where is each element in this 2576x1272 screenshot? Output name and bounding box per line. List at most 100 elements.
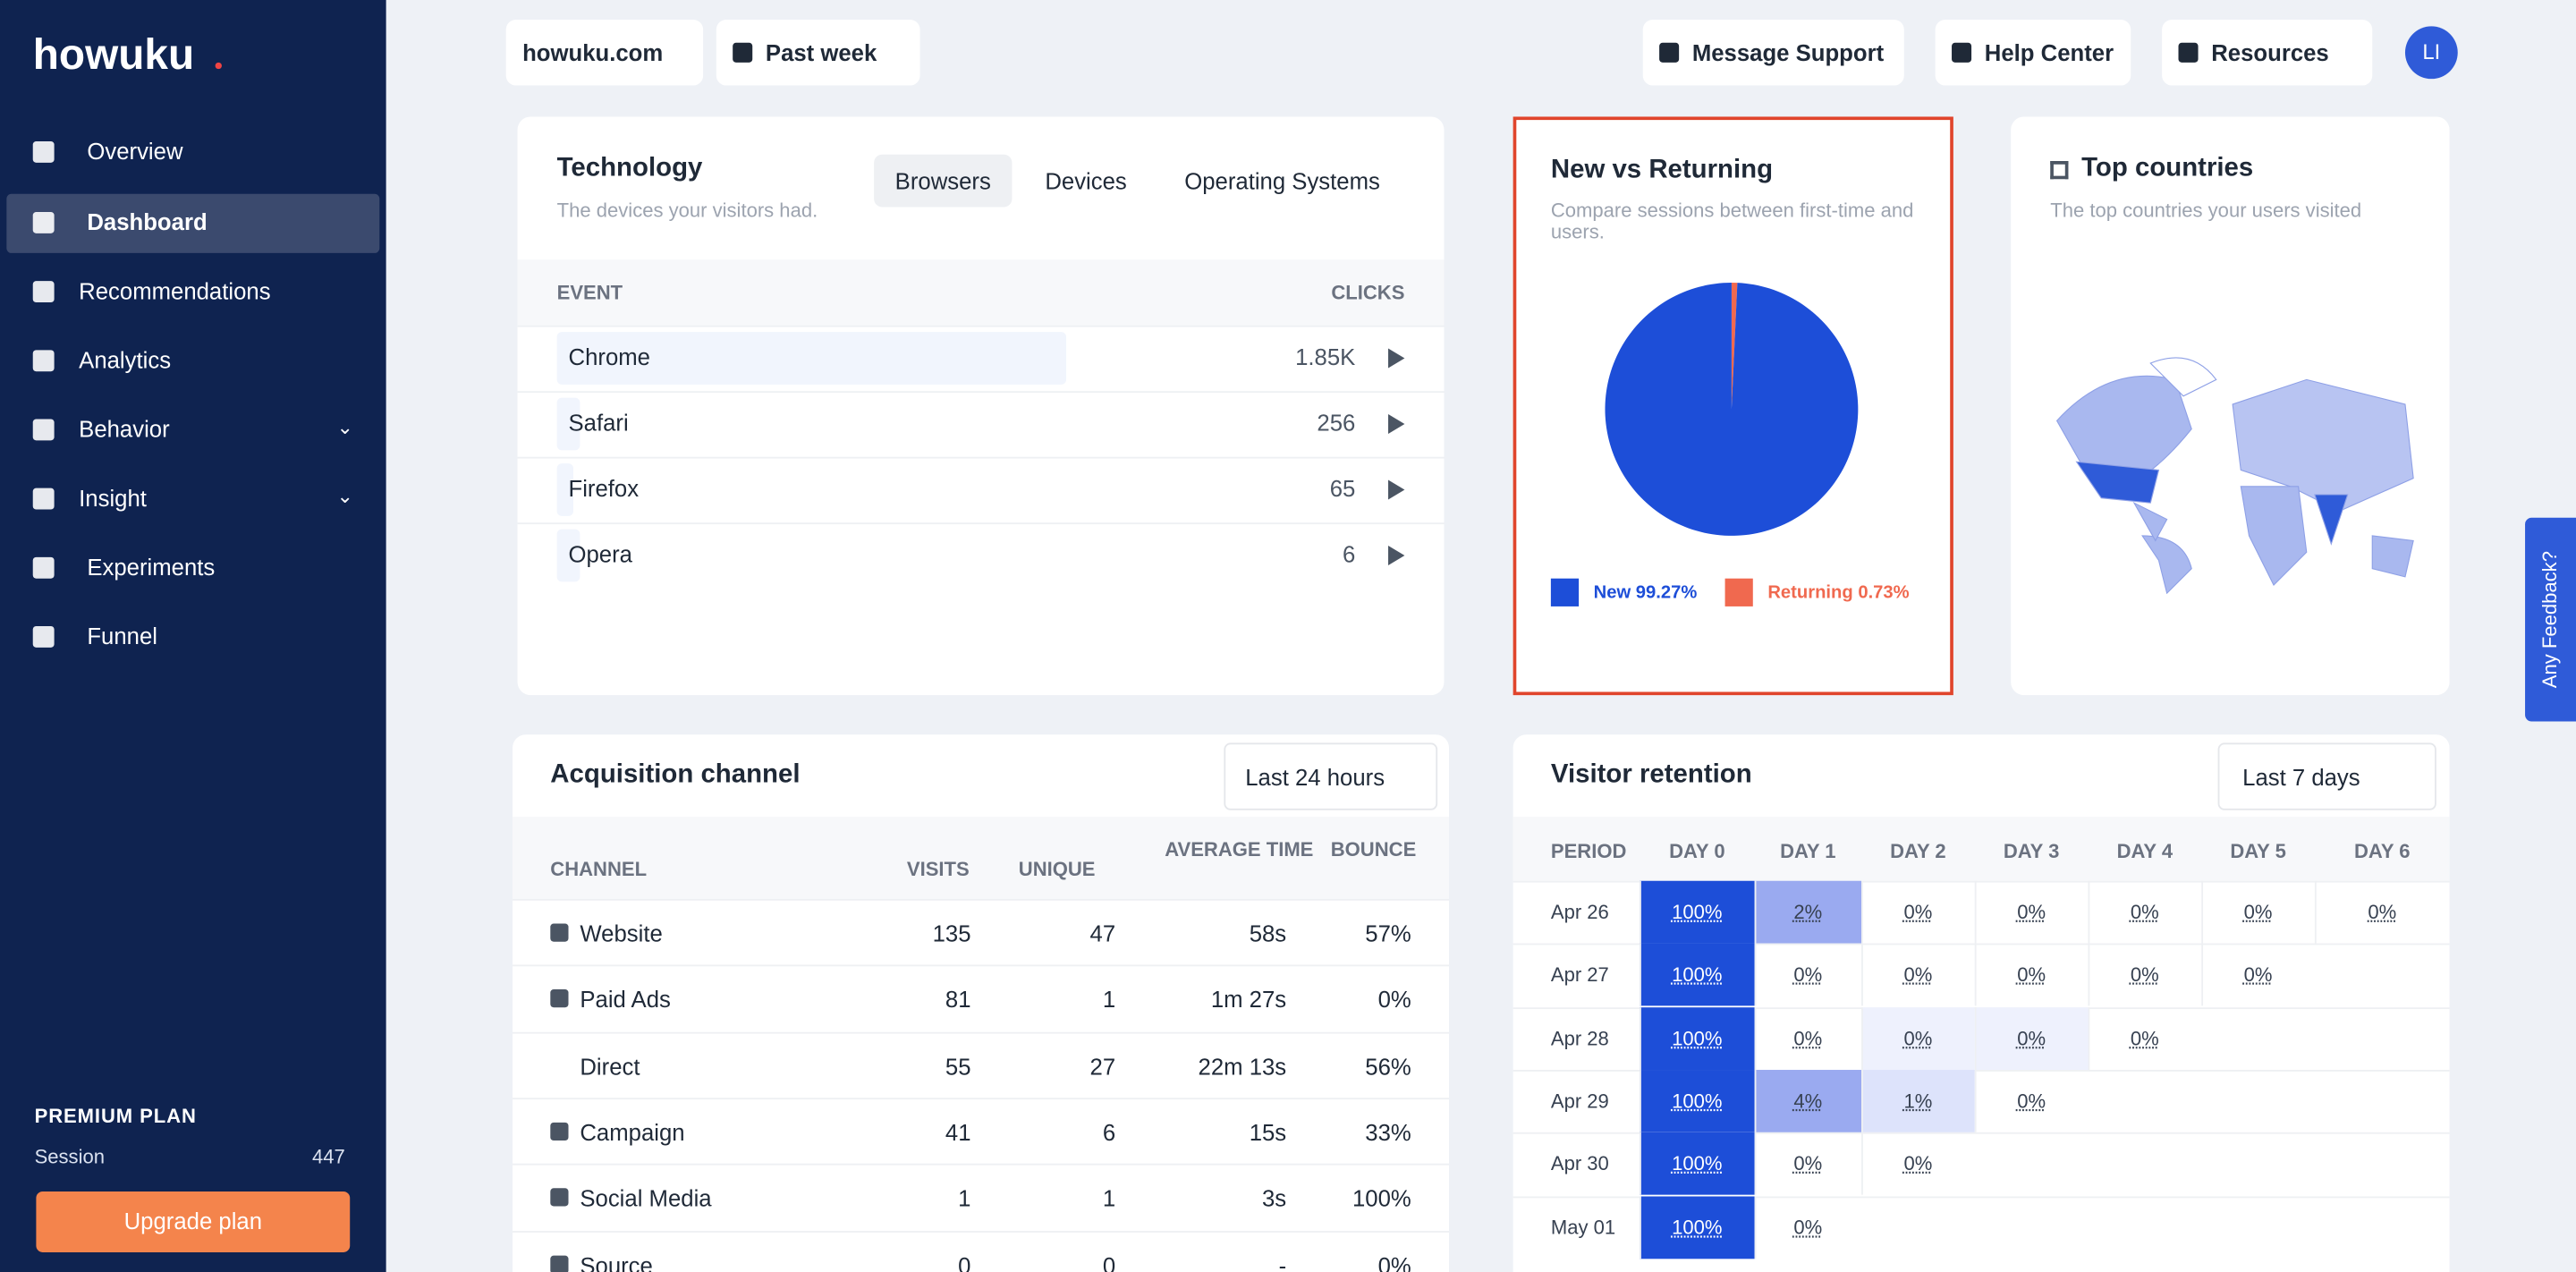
topbar-button[interactable]: Resources (2162, 20, 2373, 86)
play-icon[interactable] (1388, 479, 1405, 500)
pie-slice (1605, 283, 1859, 536)
chevron: ⌄ (336, 415, 354, 439)
th[interactable]: CHANNEL (550, 858, 648, 881)
expand-icon[interactable] (550, 1254, 569, 1272)
card-title: Visitor retention (1550, 760, 1752, 789)
th[interactable]: BOUNCE (1330, 837, 1417, 861)
nav-icon (32, 281, 55, 303)
event: Opera (568, 540, 632, 567)
play-icon[interactable] (1388, 413, 1405, 435)
retention-cell (1974, 1006, 2089, 1070)
retention-value: 2% (1793, 900, 1823, 924)
cell: 1 (1102, 1184, 1116, 1212)
session-label: Session (34, 1145, 106, 1169)
nav-item[interactable]: Behavior (79, 415, 170, 443)
nav-item[interactable]: Insight (79, 484, 147, 512)
retention-cell (1754, 1006, 1861, 1070)
country (2314, 494, 2349, 546)
button-icon (2178, 42, 2199, 63)
share-bar (556, 529, 580, 582)
topbar-button[interactable]: Message Support (1642, 20, 1904, 86)
expand-icon[interactable] (550, 1188, 569, 1207)
button-label[interactable]: Message Support (1691, 39, 1885, 66)
topbar-button[interactable]: Help Center (1935, 20, 2131, 86)
retention-value: 100% (1672, 900, 1723, 924)
upgrade-button[interactable]: Upgrade plan (36, 1191, 351, 1252)
cell: 22m 13s (1198, 1052, 1287, 1080)
retention-value: 0% (2017, 1089, 2046, 1113)
button-label[interactable]: Resources (2211, 39, 2329, 66)
cell: 0 (1102, 1251, 1116, 1272)
cell: 58s (1249, 920, 1287, 947)
retention-value: 100% (1672, 1089, 1723, 1113)
table-header (513, 817, 1449, 899)
nav-item[interactable]: Funnel (87, 623, 157, 649)
retention-cell (1640, 944, 1755, 1006)
period: May 01 (1550, 1215, 1616, 1239)
th: PERIOD (1550, 839, 1627, 863)
legend-label: New 99.27% (1593, 583, 1698, 604)
nav-item[interactable]: Analytics (79, 346, 172, 374)
card-subtitle: Compare sessions between first-time and … (1550, 199, 1914, 243)
retention-cell (2088, 944, 2201, 1006)
legend-swatch (1724, 578, 1753, 606)
tab[interactable]: Browsers (874, 154, 1013, 208)
filter-select[interactable]: Last 24 hours (1224, 742, 1438, 810)
retention-cell (1640, 1132, 1755, 1195)
th[interactable]: AVERAGE TIME (1165, 837, 1314, 861)
retention-cell (2088, 1006, 2201, 1070)
feedback-label[interactable]: Any Feedback? (2538, 551, 2562, 689)
th[interactable]: VISITS (906, 858, 970, 881)
retention-value: 1% (1903, 1089, 1933, 1113)
button-icon (733, 42, 753, 63)
th: DAY 4 (2116, 839, 2174, 863)
cell: 135 (932, 920, 971, 947)
expand-icon[interactable] (2050, 161, 2069, 180)
th[interactable]: UNIQUE (1018, 858, 1096, 881)
period: Apr 27 (1550, 963, 1609, 987)
clicks: 256 (1317, 409, 1356, 436)
legend-label: Returning 0.73% (1767, 583, 1910, 604)
retention-cell (2201, 944, 2315, 1006)
tab[interactable]: Devices (1045, 167, 1127, 194)
country (2141, 535, 2192, 595)
button-label[interactable]: Help Center (1984, 39, 2114, 66)
table-header (1513, 817, 2450, 881)
cell: 3s (1261, 1184, 1287, 1212)
play-icon[interactable] (1388, 545, 1405, 566)
channel: Website (580, 920, 663, 947)
retention-value: 0% (2130, 900, 2159, 924)
th: DAY 5 (2230, 839, 2286, 863)
row-border (513, 1164, 1449, 1229)
th: DAY 2 (1890, 839, 1946, 863)
button-label[interactable]: Past week (765, 39, 877, 66)
play-icon[interactable] (1388, 348, 1405, 369)
nav-item[interactable]: Overview (87, 138, 183, 165)
new-vs-returning-card: New vs Returning Compare sessions between… (1513, 116, 1953, 696)
card-title: Technology (556, 154, 703, 182)
nav-item[interactable]: Dashboard (87, 208, 208, 235)
nav-item[interactable]: Recommendations (79, 277, 271, 304)
expand-icon[interactable] (550, 923, 569, 942)
retention-value: 0% (1793, 1026, 1823, 1050)
tab[interactable]: Operating Systems (1184, 167, 1380, 194)
retention-value: 0% (1903, 963, 1933, 987)
button-label[interactable]: howuku.com (522, 39, 664, 66)
feedback-tab[interactable]: Any Feedback? (2525, 517, 2576, 722)
logo-dot (215, 62, 222, 70)
expand-icon[interactable] (550, 1122, 569, 1141)
card-subtitle: The top countries your users visited (2050, 199, 2362, 223)
retention-value: 0% (2368, 900, 2397, 924)
avatar[interactable]: LI (2404, 26, 2458, 80)
topbar-button[interactable]: howuku.com (505, 20, 704, 86)
expand-icon[interactable] (550, 989, 569, 1008)
retention-cell (1974, 880, 2089, 944)
topbar-button[interactable]: Past week (716, 20, 920, 86)
channel: Source (580, 1251, 653, 1272)
share-bar (556, 332, 1067, 385)
row-border (1513, 1069, 2450, 1132)
cell: 41 (945, 1118, 971, 1146)
filter-select[interactable]: Last 7 days (2217, 742, 2436, 810)
nav-item[interactable]: Experiments (87, 554, 216, 581)
